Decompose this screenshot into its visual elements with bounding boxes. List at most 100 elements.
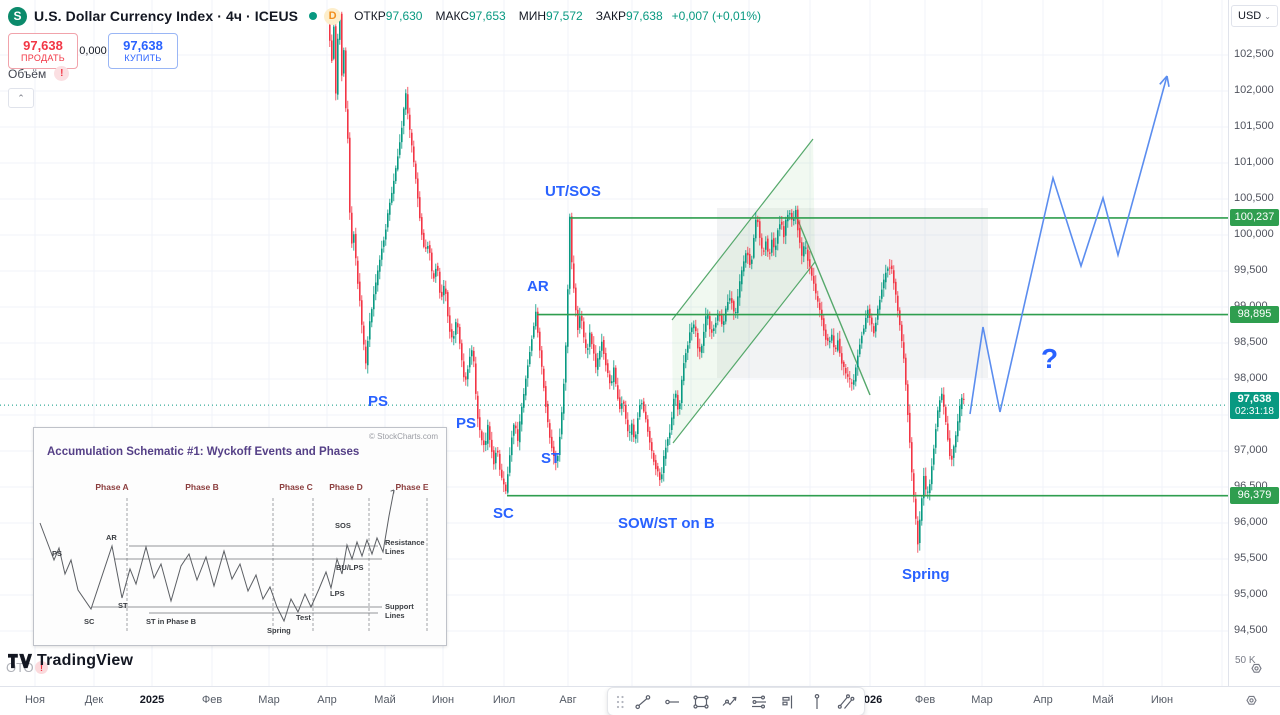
current-price-label: 97,638 02:31:18: [1230, 391, 1279, 419]
price-level-lines[interactable]: [507, 217, 1228, 497]
level-price-label: 98,895: [1230, 306, 1279, 324]
price-tick: 95,000: [1234, 588, 1268, 600]
volume-indicator-row[interactable]: Объём !: [8, 66, 70, 81]
delayed-data-icon[interactable]: D: [324, 7, 342, 25]
time-tick: Мар: [258, 694, 280, 706]
parallel-lines-tool-icon[interactable]: [745, 690, 772, 713]
annotation-label[interactable]: UT/SOS: [545, 183, 601, 200]
time-tick: Май: [1092, 694, 1114, 706]
buy-label: КУПИТЬ: [124, 52, 162, 63]
price-tick: 97,000: [1234, 444, 1268, 456]
parallel-channel-tool-icon[interactable]: [832, 690, 859, 713]
symbol-logo-icon: S: [8, 6, 27, 26]
volume-indicator-label[interactable]: Объём: [8, 66, 47, 81]
time-tick: Дек: [84, 694, 104, 706]
annotation-label[interactable]: AR: [527, 278, 549, 295]
schematic-label: BU/LPS: [336, 563, 364, 572]
price-tick: 99,500: [1234, 264, 1268, 276]
price-tick: 102,000: [1234, 84, 1274, 96]
schematic-label: ST: [118, 601, 128, 610]
phase-label: Phase D: [329, 482, 363, 492]
wyckoff-schematic-inset[interactable]: © StockCharts.com Accumulation Schematic…: [33, 427, 447, 646]
level-price-label: 100,237: [1230, 209, 1279, 227]
sell-price: 97,638: [23, 37, 63, 53]
tradingview-mark-icon: [8, 653, 33, 669]
price-tick: 101,000: [1234, 156, 1274, 168]
time-tick: Июн: [1150, 694, 1174, 706]
annotation-label[interactable]: Spring: [902, 566, 950, 583]
time-tick: Фев: [914, 694, 936, 706]
volume-scale-tick: 50 K: [1235, 655, 1256, 666]
price-tick: 102,500: [1234, 48, 1274, 60]
price-tick: 100,500: [1234, 192, 1274, 204]
vertical-line-tool-icon[interactable]: [803, 690, 830, 713]
price-scale-settings-gear-icon[interactable]: [1249, 661, 1264, 681]
buy-button[interactable]: 97,638 КУПИТЬ: [108, 33, 178, 69]
schematic-price-path: [39, 489, 395, 623]
market-status-icon: [309, 12, 318, 20]
price-tick: 98,000: [1234, 372, 1268, 384]
schematic-label: SC: [84, 617, 95, 626]
annotation-label[interactable]: PS: [368, 393, 388, 410]
volume-profile-tool-icon[interactable]: [774, 690, 801, 713]
annotation-label[interactable]: SC: [493, 505, 514, 522]
phase-label: Phase A: [95, 482, 128, 492]
price-tick: 101,500: [1234, 120, 1274, 132]
price-tick: 98,500: [1234, 336, 1268, 348]
price-tick: 95,500: [1234, 552, 1268, 564]
symbol-header[interactable]: S U.S. Dollar Currency Index · 4ч · ICEU…: [8, 4, 761, 28]
phase-label: Phase C: [279, 482, 313, 492]
candles: [329, 11, 965, 553]
ohlc-low: МИН97,572: [518, 9, 583, 23]
chevron-down-icon: ⌄: [1264, 11, 1271, 21]
drawing-toolbar[interactable]: [607, 687, 865, 715]
price-change: +0,007 (+0,01%): [671, 9, 762, 23]
schematic-label: Lines: [385, 547, 405, 556]
wyckoff-annotations[interactable]: UT/SOS AR PS PS ST SC SOW/ST on B Spring?: [368, 183, 1058, 583]
time-tick: Апр: [317, 694, 337, 706]
projection-path[interactable]: [969, 75, 1170, 415]
wyckoff-schematic-drawing: Phase A Phase B Phase C Phase D Phase E PS SC A…: [39, 482, 429, 635]
time-tick: Ноя: [24, 694, 46, 706]
symbol-title[interactable]: U.S. Dollar Currency Index · 4ч · ICEUS: [34, 8, 299, 24]
schematic-label: SOS: [335, 521, 351, 530]
ohlc-close: ЗАКР97,638: [595, 9, 663, 23]
schematic-label: Resistance: [385, 538, 425, 547]
time-tick: Мар: [971, 694, 993, 706]
zigzag-arrow-tool-icon[interactable]: [716, 690, 743, 713]
volume-warning-icon[interactable]: !: [54, 66, 70, 81]
level-price-label: 96,379: [1230, 487, 1279, 505]
drag-handle[interactable]: [613, 690, 627, 713]
schematic-label: AR: [106, 533, 117, 542]
sell-button[interactable]: 97,638 ПРОДАТЬ: [8, 33, 78, 69]
buy-price: 97,638: [123, 37, 163, 53]
annotation-label[interactable]: ST: [541, 450, 560, 467]
currency-label: USD: [1238, 10, 1262, 22]
time-scale-settings-gear-icon[interactable]: [1244, 693, 1259, 713]
trade-panel: 97,638 ПРОДАТЬ 0,000 97,638 КУПИТЬ: [8, 33, 178, 69]
time-tick: Фев: [201, 694, 223, 706]
price-tick: 100,000: [1234, 228, 1274, 240]
tradingview-logo[interactable]: TradingView: [8, 652, 133, 670]
trend-line-tool-icon[interactable]: [629, 690, 656, 713]
phase-label: Phase B: [185, 482, 219, 492]
time-tick: Июн: [431, 694, 455, 706]
ohlc-open: ОТКР97,630: [354, 9, 423, 23]
annotation-label[interactable]: SOW/ST on B: [618, 515, 715, 532]
currency-selector[interactable]: USD ⌄: [1231, 5, 1278, 27]
study-warning-icon[interactable]: !: [35, 661, 48, 674]
schematic-label: PS: [52, 549, 62, 558]
phase-label: Phase E: [395, 482, 428, 492]
annotation-label[interactable]: ?: [1041, 343, 1058, 374]
inset-credit: © StockCharts.com: [368, 432, 438, 441]
rectangle-tool-icon[interactable]: [687, 690, 714, 713]
time-tick: Июл: [492, 694, 516, 706]
ascending-channel[interactable]: [671, 138, 816, 444]
annotation-label[interactable]: PS: [456, 415, 476, 432]
horizontal-line-tool-icon[interactable]: [658, 690, 685, 713]
price-axis[interactable]: USD ⌄ 97,638 02:31:18 50 K 102,500 102,000…: [1228, 0, 1280, 686]
time-tick: 2025: [139, 694, 165, 706]
schematic-label: Lines: [385, 611, 405, 620]
collapse-indicators-button[interactable]: ⌃: [8, 88, 34, 108]
